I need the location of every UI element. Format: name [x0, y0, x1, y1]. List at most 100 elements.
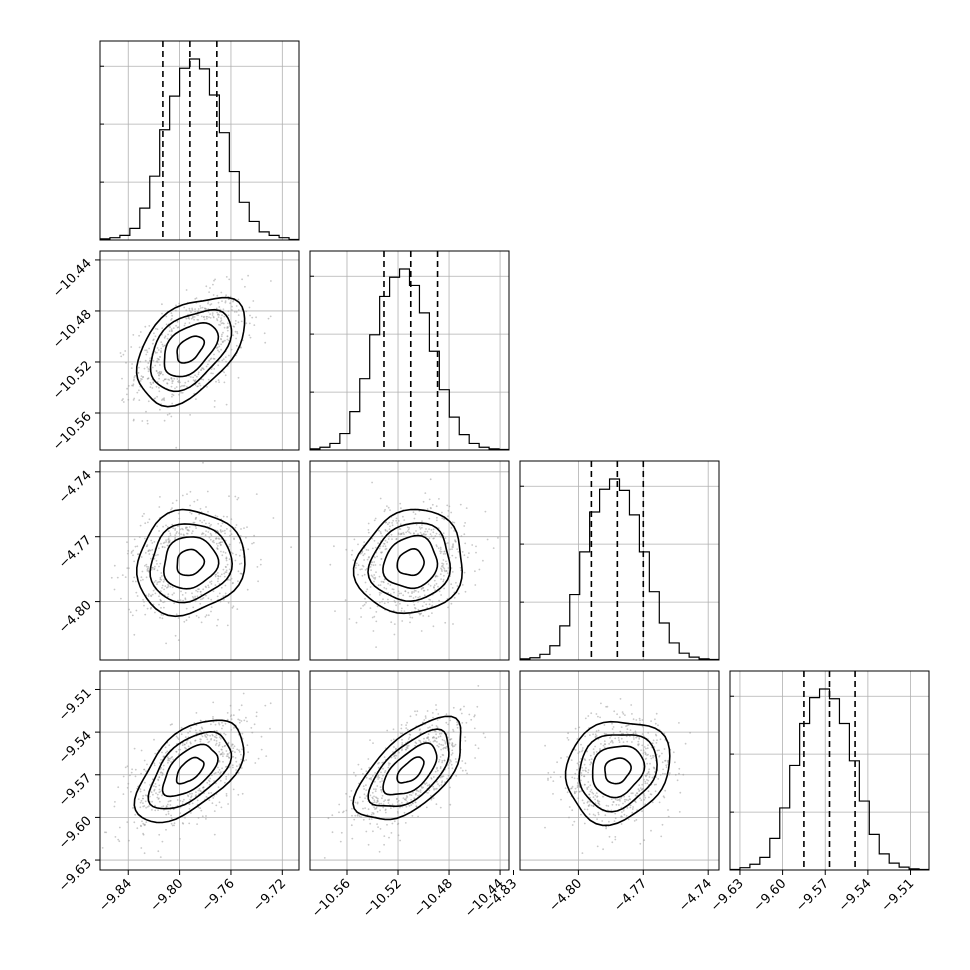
- sample-point: [618, 739, 620, 742]
- sample-point: [223, 371, 226, 374]
- sample-point: [423, 589, 426, 592]
- sample-point: [264, 704, 267, 707]
- sample-point: [439, 806, 442, 809]
- sample-point: [464, 590, 467, 593]
- sample-point: [577, 785, 580, 787]
- sample-point: [376, 785, 379, 787]
- sample-point: [80, 386, 82, 388]
- histogram-steps-1: [100, 58, 299, 240]
- sample-point: [396, 810, 399, 813]
- contour-2-1-4: [135, 296, 246, 408]
- sample-point: [210, 303, 213, 305]
- sample-point: [639, 719, 641, 722]
- sample-point: [403, 798, 406, 801]
- sample-point: [390, 739, 393, 742]
- sample-point: [350, 790, 353, 792]
- sample-point: [215, 734, 218, 736]
- sample-point: [225, 276, 228, 278]
- sample-point: [463, 705, 465, 708]
- sample-point: [218, 345, 221, 348]
- sample-point: [547, 772, 550, 774]
- sample-point: [588, 813, 591, 816]
- sample-point: [174, 536, 177, 539]
- sample-point: [644, 803, 647, 806]
- sample-point: [142, 376, 145, 378]
- sample-point: [419, 531, 422, 534]
- sample-point: [158, 791, 161, 794]
- sample-point: [208, 799, 211, 802]
- sample-point: [387, 523, 389, 526]
- sample-point: [371, 616, 374, 619]
- sample-point: [468, 552, 470, 554]
- sample-point: [214, 514, 217, 517]
- sample-point: [188, 317, 191, 320]
- sample-point: [178, 302, 181, 305]
- sample-point: [447, 731, 450, 734]
- sample-point: [388, 521, 391, 524]
- sample-point: [134, 374, 137, 377]
- sample-point: [155, 385, 158, 388]
- sample-point: [187, 380, 190, 383]
- sample-point: [647, 753, 649, 756]
- sample-point: [454, 540, 457, 543]
- sample-point: [442, 559, 445, 561]
- sample-point: [390, 807, 392, 809]
- sample-point: [220, 550, 222, 553]
- sample-point: [183, 798, 185, 801]
- sample-point: [164, 746, 167, 749]
- sample-point: [600, 702, 602, 705]
- sample-point: [631, 741, 633, 743]
- sample-point: [290, 546, 292, 549]
- sample-point: [212, 283, 214, 286]
- sample-point: [189, 798, 191, 801]
- sample-point: [234, 246, 236, 248]
- sample-point: [620, 726, 623, 728]
- sample-point: [205, 522, 207, 525]
- sample-point: [333, 545, 335, 548]
- sample-point: [401, 620, 404, 622]
- sample-point: [492, 547, 495, 549]
- sample-point: [382, 774, 384, 777]
- sample-point: [203, 318, 206, 321]
- sample-point: [381, 761, 384, 764]
- sample-point: [380, 552, 383, 554]
- sample-point: [617, 737, 620, 739]
- sample-point: [232, 714, 235, 717]
- sample-point: [165, 378, 167, 380]
- sample-point: [207, 510, 209, 513]
- sample-point: [638, 738, 641, 740]
- sample-point: [650, 829, 652, 832]
- sample-point: [354, 814, 357, 817]
- sample-point: [154, 397, 157, 400]
- sample-point: [267, 317, 270, 320]
- sample-point: [689, 731, 691, 734]
- sample-point: [236, 332, 239, 335]
- sample-point: [650, 793, 653, 796]
- sample-point: [382, 767, 384, 770]
- sample-point: [397, 533, 400, 535]
- y-tick-label: −10.48: [50, 307, 95, 352]
- sample-point: [451, 587, 454, 589]
- sample-point: [573, 820, 576, 823]
- sample-point: [426, 530, 429, 533]
- sample-point: [135, 591, 138, 594]
- sample-point: [394, 601, 397, 604]
- sample-point: [185, 309, 188, 312]
- sample-point: [392, 728, 395, 731]
- sample-point: [350, 553, 353, 556]
- sample-point: [618, 741, 621, 743]
- sample-point: [147, 368, 150, 370]
- sample-point: [602, 848, 604, 851]
- sample-point: [151, 387, 154, 389]
- sample-point: [355, 567, 357, 569]
- sample-point: [161, 794, 163, 797]
- sample-point: [657, 778, 660, 780]
- sample-point: [641, 744, 644, 747]
- sample-point: [142, 797, 144, 800]
- sample-point: [205, 736, 208, 739]
- sample-point: [613, 820, 616, 822]
- sample-point: [193, 500, 196, 503]
- sample-point: [581, 766, 583, 769]
- sample-point: [374, 546, 377, 549]
- sample-point: [219, 737, 222, 740]
